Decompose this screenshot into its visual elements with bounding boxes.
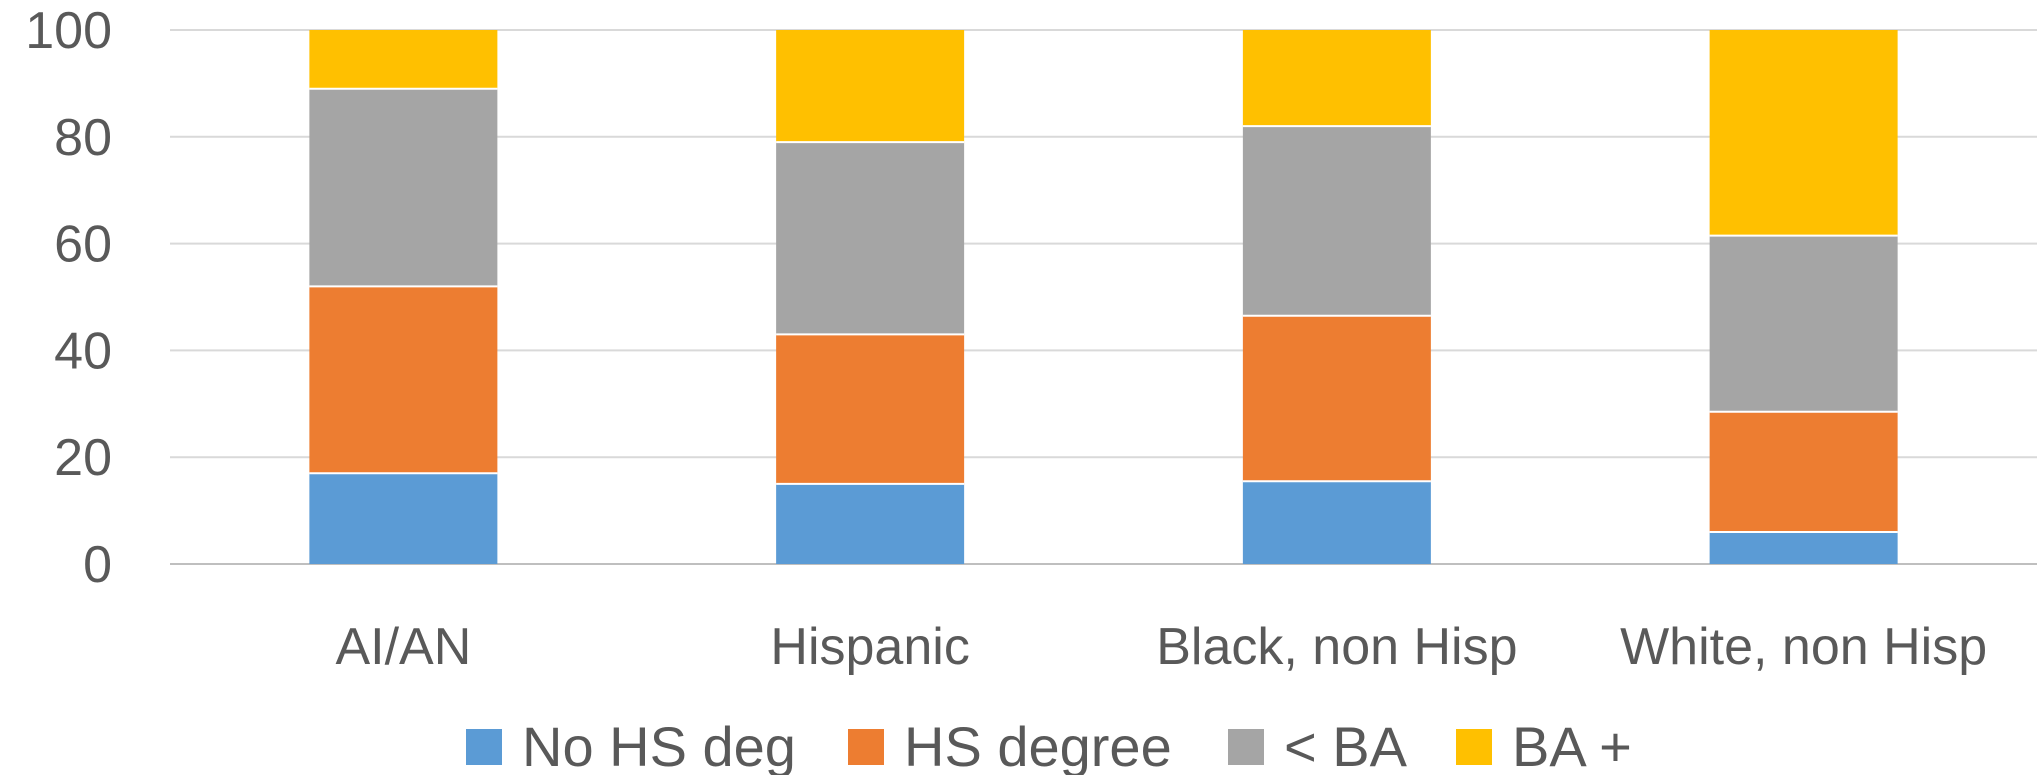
legend-item: No HS deg	[466, 715, 796, 775]
bar-segment-0-1	[309, 286, 498, 474]
bar-segment-0-0	[309, 473, 498, 564]
bar-segment-2-1	[1242, 315, 1431, 482]
legend-swatch	[1228, 729, 1264, 765]
x-category-label: Black, non Hisp	[1156, 618, 1517, 676]
legend-item: < BA	[1228, 715, 1408, 775]
x-category-label: Hispanic	[770, 618, 969, 676]
bar-segment-0-3	[309, 30, 498, 89]
x-category-label: AI/AN	[335, 618, 471, 676]
bar-segment-2-2	[1242, 126, 1431, 316]
legend-swatch	[1456, 729, 1492, 765]
y-tick-label: 20	[54, 429, 112, 487]
bar-segment-1-1	[776, 334, 965, 484]
bar-segment-0-2	[309, 88, 498, 287]
y-tick-label: 0	[83, 536, 112, 594]
legend-label: < BA	[1284, 715, 1408, 775]
legend-swatch	[848, 729, 884, 765]
y-tick-label: 80	[54, 109, 112, 167]
legend: No HS deg HS degree < BA BA +	[466, 715, 1632, 775]
legend-label: No HS deg	[522, 715, 796, 775]
bar-segment-1-0	[776, 483, 965, 564]
x-category-label: White, non Hisp	[1620, 618, 1987, 676]
y-tick-label: 40	[54, 322, 112, 380]
bar-segment-2-0	[1242, 481, 1431, 564]
legend-label: HS degree	[904, 715, 1172, 775]
bar-segment-1-3	[776, 30, 965, 143]
legend-item: BA +	[1456, 715, 1632, 775]
y-tick-label: 100	[25, 2, 112, 60]
bar-segment-3-1	[1709, 411, 1898, 532]
bar-segment-3-2	[1709, 235, 1898, 412]
y-tick-label: 60	[54, 216, 112, 274]
bar-segment-3-0	[1709, 531, 1898, 564]
legend-swatch	[466, 729, 502, 765]
bar-segment-1-2	[776, 142, 965, 335]
bar-segment-3-3	[1709, 30, 1898, 236]
x-axis-categories: AI/AN Hispanic Black, non Hisp White, non H…	[335, 618, 1987, 676]
bar-segment-2-3	[1242, 30, 1431, 127]
bars	[309, 30, 1898, 564]
legend-label: BA +	[1512, 715, 1632, 775]
y-axis-ticks: 0 20 40 60 80 100	[25, 2, 112, 594]
legend-item: HS degree	[848, 715, 1172, 775]
